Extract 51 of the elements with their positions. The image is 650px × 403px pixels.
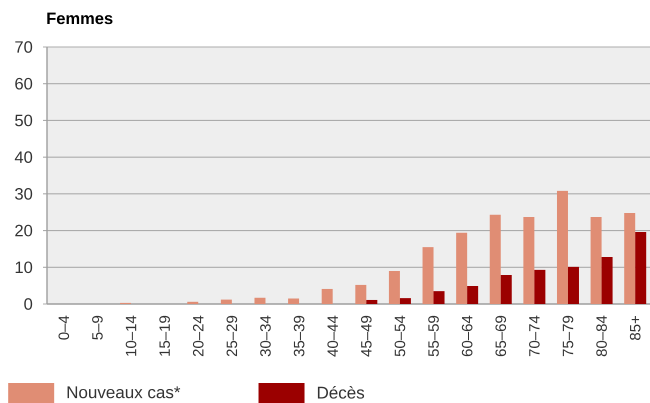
bar xyxy=(602,257,613,304)
y-tick-label: 70 xyxy=(15,41,32,53)
bar xyxy=(624,212,636,304)
y-tick-label: 40 xyxy=(14,151,32,163)
bar xyxy=(556,190,568,304)
x-tick-label: 5–9 xyxy=(92,316,103,340)
bar xyxy=(220,300,232,304)
bar xyxy=(254,298,266,304)
x-tick-label: 40–44 xyxy=(327,316,338,357)
x-tick-label: 45–49 xyxy=(361,316,372,357)
x-tick-label: 55–59 xyxy=(428,316,439,356)
bar xyxy=(568,266,579,304)
legend-label: Décès xyxy=(318,386,364,399)
y-tick-label: 60 xyxy=(15,78,32,90)
x-tick-label: 65–69 xyxy=(495,316,506,356)
x-tick-label: 15–19 xyxy=(159,316,170,356)
bar xyxy=(490,214,501,304)
x-tick-label: 30–34 xyxy=(260,316,271,356)
bar xyxy=(523,216,534,304)
y-tick-label: 50 xyxy=(15,114,32,126)
x-tick-label: 25–29 xyxy=(226,316,238,356)
bar xyxy=(388,270,400,304)
bar xyxy=(366,300,378,304)
x-tick-label: 50–54 xyxy=(394,316,406,356)
bar xyxy=(590,216,602,304)
bar xyxy=(322,288,333,304)
bar xyxy=(456,232,468,304)
y-tick-label: 30 xyxy=(15,188,32,200)
bar xyxy=(355,284,366,304)
bar xyxy=(288,298,300,304)
chart-title: Femmes xyxy=(47,12,112,24)
bar xyxy=(467,286,478,304)
x-tick-label: 10–14 xyxy=(126,316,136,356)
x-tick-label: 85+ xyxy=(630,316,641,340)
y-tick-label: 20 xyxy=(15,224,32,236)
x-tick-label: 0–4 xyxy=(58,316,70,340)
legend-label: Nouveaux cas* xyxy=(68,386,180,398)
bar xyxy=(422,247,434,304)
bar xyxy=(400,298,411,304)
y-tick-label: 0 xyxy=(24,298,32,310)
bar xyxy=(500,274,512,304)
x-tick-label: 75–79 xyxy=(562,316,574,356)
bar xyxy=(635,232,646,304)
bar xyxy=(534,270,546,304)
x-tick-label: 20–24 xyxy=(192,316,204,356)
x-tick-label: 60–64 xyxy=(462,316,472,356)
x-tick-label: 80–84 xyxy=(596,316,607,356)
y-tick-label: 10 xyxy=(16,261,32,274)
bar xyxy=(434,291,445,304)
x-tick-label: 70–74 xyxy=(529,316,540,356)
x-tick-label: 35–39 xyxy=(294,316,304,356)
